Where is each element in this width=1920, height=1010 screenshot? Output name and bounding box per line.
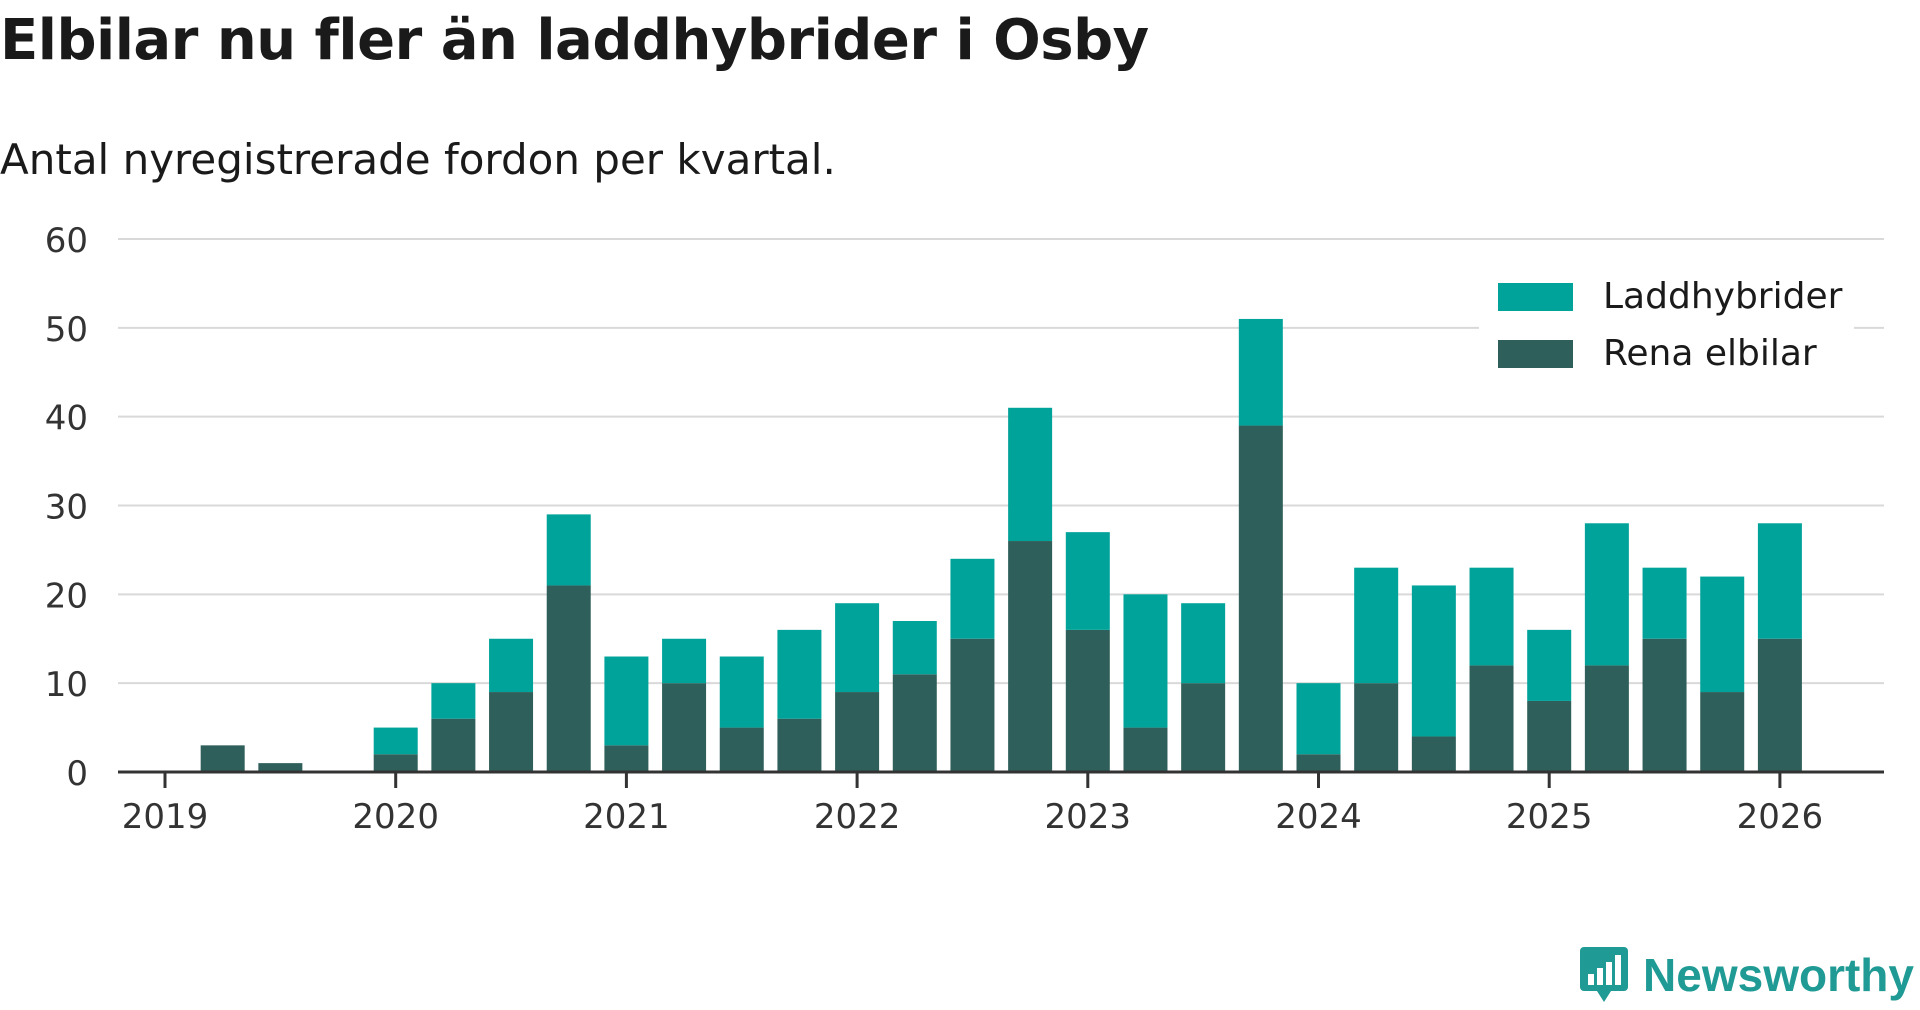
bar-rena-elbilar-6: [489, 692, 534, 772]
bar-laddhybrider-17: [1123, 594, 1168, 728]
bar-rena-elbilar-20: [1296, 754, 1341, 772]
bar-rena-elbilar-28: [1757, 638, 1802, 772]
y-tick-label-40: 40: [45, 399, 88, 439]
bar-laddhybrider-20: [1296, 683, 1341, 755]
bar-laddhybrider-11: [777, 629, 822, 719]
y-tick-label-0: 0: [66, 754, 88, 794]
bar-laddhybrider-4: [373, 727, 418, 755]
bar-rena-elbilar-24: [1527, 700, 1572, 772]
bar-laddhybrider-5: [431, 683, 476, 719]
bar-rena-elbilar-16: [1065, 629, 1110, 772]
bar-rena-elbilar-27: [1700, 692, 1745, 772]
newsworthy-logo: Newsworthy: [1579, 946, 1914, 1004]
x-tick-label-2019: 2019: [122, 797, 209, 837]
bar-rena-elbilar-15: [1008, 541, 1053, 772]
bar-rena-elbilar-14: [950, 638, 995, 772]
bar-laddhybrider-7: [546, 514, 591, 586]
bar-laddhybrider-8: [604, 656, 649, 746]
legend-label-laddhybrider: Laddhybrider: [1603, 276, 1843, 317]
legend-swatch-rena-elbilar: [1498, 340, 1573, 368]
bar-laddhybrider-28: [1757, 523, 1802, 639]
bar-rena-elbilar-10: [719, 727, 764, 772]
bars: [200, 318, 1802, 772]
bar-laddhybrider-14: [950, 558, 995, 639]
bar-rena-elbilar-17: [1123, 727, 1168, 772]
bar-rena-elbilar-8: [604, 745, 649, 772]
bar-rena-elbilar-9: [662, 683, 707, 772]
bar-laddhybrider-21: [1354, 567, 1399, 684]
chart-subtitle: Antal nyregistrerade fordon per kvartal.: [0, 135, 836, 184]
bar-rena-elbilar-12: [835, 692, 880, 772]
bar-laddhybrider-27: [1700, 576, 1745, 693]
y-axis-labels: 0 10 20 30 40 50 60: [45, 221, 88, 794]
bar-laddhybrider-10: [719, 656, 764, 728]
bar-laddhybrider-9: [662, 638, 707, 684]
grid-lines: [118, 238, 1884, 685]
chart-title: Elbilar nu fler än laddhybrider i Osby: [0, 8, 1149, 73]
bar-laddhybrider-12: [835, 603, 880, 693]
x-tick-label-2023: 2023: [1045, 797, 1132, 837]
x-axis-labels: 2019 2020 2021 2022 2023 2024 2025 2026: [122, 797, 1823, 837]
bar-rena-elbilar-23: [1469, 665, 1514, 772]
x-tick-label-2022: 2022: [814, 797, 901, 837]
bar-rena-elbilar-5: [431, 718, 476, 772]
legend-swatch-laddhybrider: [1498, 283, 1573, 311]
legend: Laddhybrider Rena elbilar: [1479, 270, 1854, 380]
bar-rena-elbilar-7: [546, 585, 591, 772]
bar-rena-elbilar-11: [777, 718, 822, 772]
x-tick-label-2025: 2025: [1506, 797, 1593, 837]
y-tick-label-60: 60: [45, 221, 88, 261]
x-tick-label-2026: 2026: [1737, 797, 1824, 837]
bar-rena-elbilar-26: [1642, 638, 1687, 772]
bar-laddhybrider-26: [1642, 567, 1687, 639]
y-tick-label-50: 50: [45, 310, 88, 350]
bar-rena-elbilar-25: [1584, 665, 1629, 772]
y-tick-label-20: 20: [45, 576, 88, 616]
x-tick-label-2020: 2020: [352, 797, 439, 837]
x-tick-label-2024: 2024: [1275, 797, 1362, 837]
bar-laddhybrider-6: [489, 638, 534, 693]
bar-laddhybrider-19: [1238, 318, 1283, 426]
bar-laddhybrider-25: [1584, 523, 1629, 666]
bar-rena-elbilar-19: [1238, 425, 1283, 772]
newsworthy-logo-text: Newsworthy: [1643, 949, 1914, 1001]
bar-laddhybrider-23: [1469, 567, 1514, 666]
bar-laddhybrider-13: [892, 620, 937, 675]
x-tick-label-2021: 2021: [583, 797, 670, 837]
bar-rena-elbilar-22: [1411, 736, 1456, 772]
bar-rena-elbilar-2: [258, 763, 303, 772]
newsworthy-logo-icon: [1580, 947, 1629, 1002]
bar-rena-elbilar-21: [1354, 683, 1399, 772]
legend-label-rena-elbilar: Rena elbilar: [1603, 333, 1817, 374]
bar-rena-elbilar-13: [892, 674, 937, 772]
bar-rena-elbilar-18: [1181, 683, 1226, 772]
bar-laddhybrider-24: [1527, 629, 1572, 701]
bar-laddhybrider-15: [1008, 407, 1053, 542]
x-axis: [118, 770, 1884, 788]
bar-laddhybrider-22: [1411, 585, 1456, 737]
y-tick-label-10: 10: [45, 665, 88, 705]
bar-rena-elbilar-4: [373, 754, 418, 772]
y-tick-label-30: 30: [45, 488, 88, 528]
bar-laddhybrider-16: [1065, 532, 1110, 630]
bar-rena-elbilar-1: [200, 745, 245, 772]
bar-laddhybrider-18: [1181, 603, 1226, 684]
